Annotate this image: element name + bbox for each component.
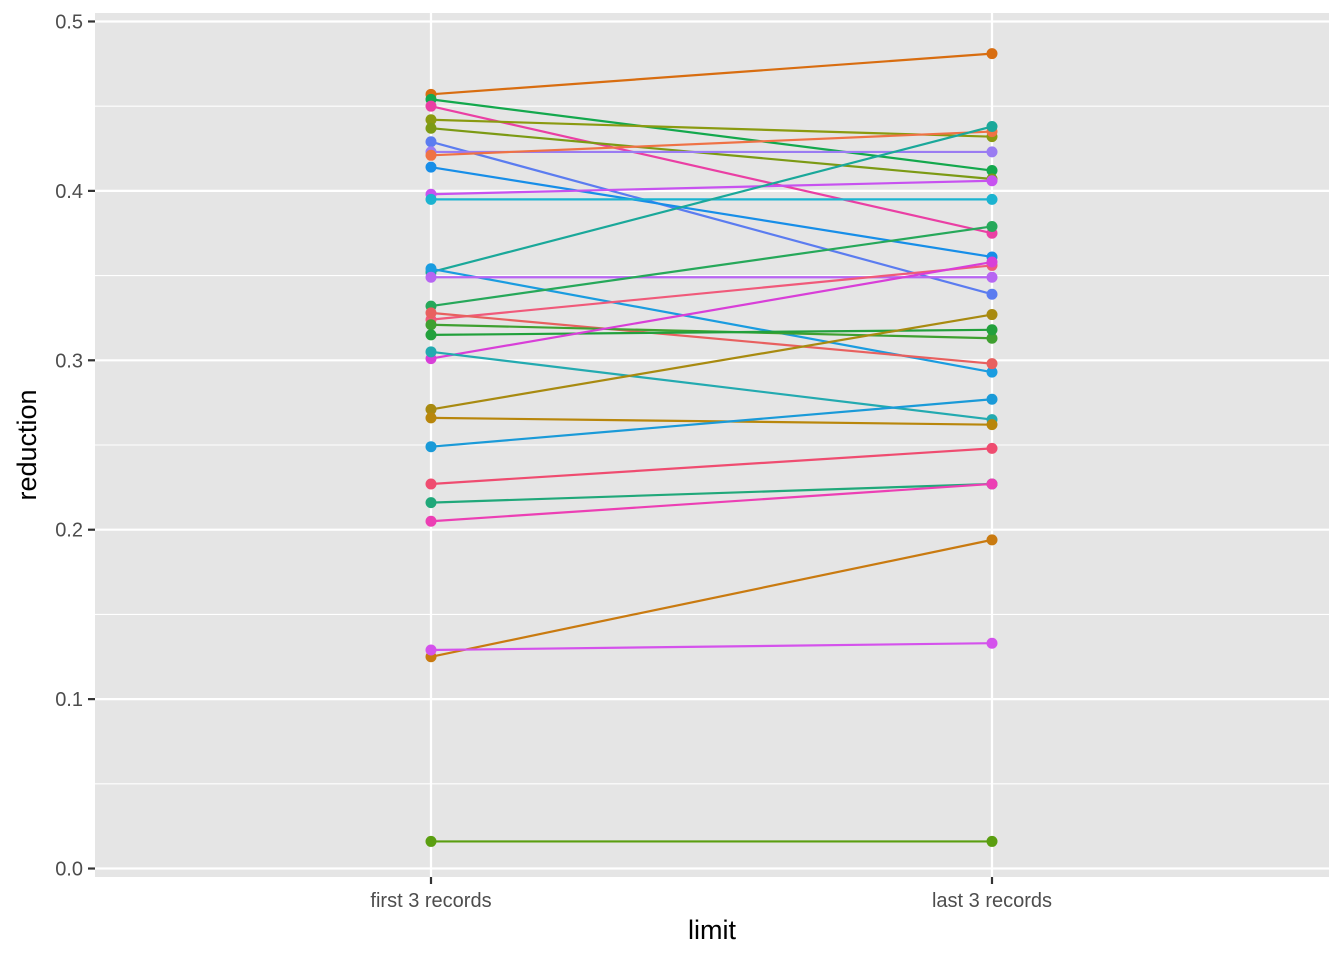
series-line-29 [430,642,993,652]
x-tick-label: last 3 records [932,890,1052,912]
data-point-6-1 [425,136,437,148]
data-point-24-2 [986,393,998,405]
series-line-21 [430,350,993,421]
data-point-1-2 [986,48,998,60]
series-line-9 [430,166,993,259]
data-point-18-2 [986,332,998,344]
data-point-7-2 [986,146,998,158]
data-point-3-1 [425,100,437,112]
y-axis: 0.0 0.1 0.2 0.3 0.4 0.5 [55,11,95,881]
data-point-4-1 [425,114,437,126]
data-point-22-2 [986,309,998,321]
y-tick-label: 0.1 [55,689,83,711]
x-tick-label: first 3 records [370,890,491,912]
series-line-24 [430,398,993,448]
x-axis-title: limit [688,915,736,945]
data-point-30-2 [986,835,998,847]
x-axis: first 3 records last 3 records [370,877,1052,912]
data-point-20-2 [986,256,998,268]
data-point-22-1 [425,403,437,415]
series-line-17 [430,311,993,365]
y-tick-label: 0.0 [55,859,83,881]
data-point-19-2 [986,324,998,336]
data-point-23-2 [986,419,998,431]
data-point-5-1 [425,122,437,134]
y-tick-label: 0.5 [55,11,83,33]
data-point-2-2 [986,165,998,177]
series-line-10 [430,179,993,196]
data-point-21-1 [425,346,437,358]
series-line-28 [430,538,993,658]
y-tick-label: 0.4 [55,181,83,203]
series-line-4 [430,118,993,138]
series-line-25 [430,447,993,486]
data-point-15-2 [986,220,998,232]
series-line-16 [430,264,993,321]
y-tick-label: 0.3 [55,350,83,372]
data-point-8-1 [425,149,437,161]
data-point-11-1 [425,193,437,205]
series-lines [430,52,993,843]
series-line-2 [430,98,993,172]
minor-grid [95,105,1329,785]
series-line-27 [430,482,993,523]
series-line-22 [430,313,993,411]
y-tick-label: 0.2 [55,520,83,542]
series-line-5 [430,127,993,181]
data-point-9-1 [425,161,437,173]
data-point-14-2 [986,271,998,283]
data-point-14-1 [425,271,437,283]
data-point-17-1 [425,307,437,319]
data-point-23-1 [425,412,437,424]
series-line-3 [430,105,993,235]
data-point-10-2 [986,175,998,187]
data-point-25-2 [986,442,998,454]
series-line-8 [430,130,993,157]
series-line-12 [430,125,993,274]
series-line-6 [430,140,993,296]
series-line-26 [430,482,993,504]
data-point-13-1 [425,263,437,275]
major-grid [95,13,1329,877]
data-point-29-2 [986,637,998,649]
data-point-12-2 [986,121,998,133]
data-point-27-1 [425,515,437,527]
data-point-11-2 [986,193,998,205]
data-point-27-2 [986,478,998,490]
series-points [425,48,998,847]
series-line-15 [430,225,993,308]
series-line-20 [430,260,993,360]
data-point-25-1 [425,478,437,490]
data-point-28-2 [986,534,998,546]
y-axis-title: reduction [12,389,42,500]
data-point-30-1 [425,835,437,847]
data-point-24-1 [425,441,437,453]
data-point-19-1 [425,329,437,341]
data-point-29-1 [425,644,437,656]
data-point-18-1 [425,319,437,331]
data-point-17-2 [986,358,998,370]
series-line-1 [430,52,993,96]
data-point-13-2 [986,366,998,378]
data-point-6-2 [986,288,998,300]
data-point-26-1 [425,497,437,509]
series-line-23 [430,416,993,426]
